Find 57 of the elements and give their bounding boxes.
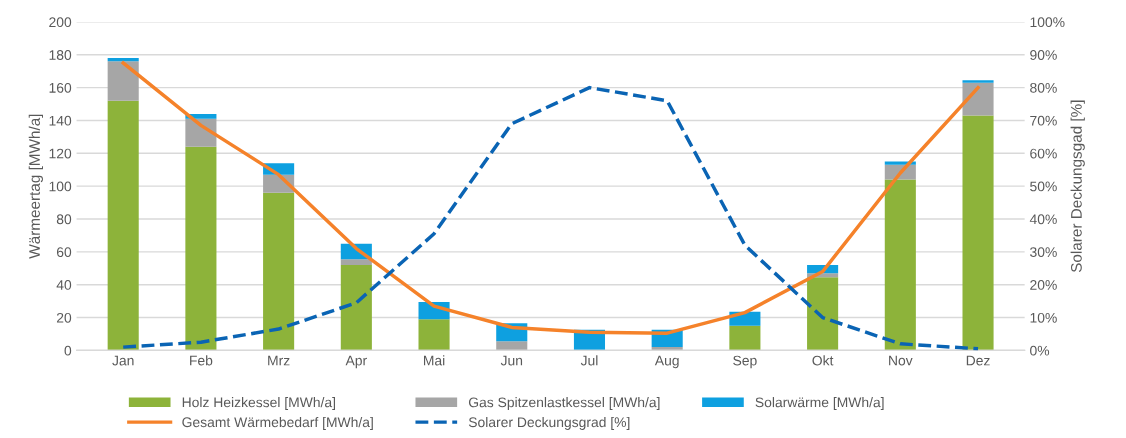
bar xyxy=(884,179,916,351)
x-tick-label: Apr xyxy=(345,355,367,369)
y2-axis-title: Solarer Deckungsgad [%] xyxy=(1070,100,1085,273)
bar xyxy=(962,115,994,351)
y2-tick-label: 70% xyxy=(1030,115,1057,126)
x-tick-label: Mai xyxy=(424,355,445,366)
bar xyxy=(340,264,372,351)
y2-tick-label: 0% xyxy=(1030,345,1050,356)
legend-label: Holz Heizkessel [MWh/a] xyxy=(182,397,336,410)
y2-tick-label: 20% xyxy=(1030,280,1057,290)
y-tick-label: 40 xyxy=(56,280,72,290)
y-tick-label: 100 xyxy=(49,181,72,192)
y-tick-label: 20 xyxy=(56,312,72,323)
bar xyxy=(962,82,994,116)
y2-tick-label: 40% xyxy=(1029,214,1057,225)
y-tick-label: 140 xyxy=(49,115,72,126)
y-tick-label: 80 xyxy=(56,214,72,225)
bar xyxy=(107,61,139,101)
y2-tick-label: 90% xyxy=(1030,50,1057,60)
bar xyxy=(651,347,683,351)
legend-label: Solarwärme [MWh/a] xyxy=(755,397,884,410)
y2-tick-label: 30% xyxy=(1030,247,1057,258)
y-tick-label: 160 xyxy=(49,82,72,93)
x-tick-label: Feb xyxy=(190,355,213,366)
x-tick-label: Jun xyxy=(500,355,523,366)
legend-label: Gas Spitzenlastkessel [MWh/a] xyxy=(468,397,660,410)
x-tick-label: Okt xyxy=(812,355,834,366)
y-axis-title: Wärmeertag [MWh/a] xyxy=(28,114,43,259)
bar xyxy=(185,146,217,351)
bar xyxy=(729,325,761,351)
bar xyxy=(107,58,139,62)
y-tick-label: 120 xyxy=(49,148,72,159)
y2-tick-label: 80% xyxy=(1030,82,1057,93)
y-tick-label: 60 xyxy=(56,247,72,258)
x-tick-label: Nov xyxy=(889,355,913,366)
bar xyxy=(496,341,528,351)
legend-label: Gesamt Wärmebedarf [MWh/a] xyxy=(182,416,373,430)
y-tick-label: 0 xyxy=(64,345,72,356)
bar xyxy=(962,80,994,83)
legend-label: Solarer Deckungsgrad [%] xyxy=(468,416,630,430)
y-tick-label: 200 xyxy=(49,17,72,28)
bar xyxy=(107,100,139,351)
x-tick-label: Sep xyxy=(733,355,757,369)
x-tick-label: Mrz xyxy=(268,355,290,366)
y2-tick-label: 100% xyxy=(1030,17,1065,28)
x-tick-label: Jul xyxy=(580,355,598,366)
y2-tick-label: 50% xyxy=(1030,181,1057,192)
x-tick-label: Jan xyxy=(112,355,134,366)
y2-tick-label: 60% xyxy=(1030,148,1057,159)
bar xyxy=(263,192,295,351)
bar xyxy=(807,277,839,351)
x-tick-label: Aug xyxy=(654,355,679,369)
bar xyxy=(340,259,372,265)
y-tick-label: 180 xyxy=(49,50,72,60)
bar xyxy=(418,319,450,351)
y2-tick-label: 10% xyxy=(1030,312,1057,323)
x-tick-label: Dez xyxy=(966,355,990,366)
